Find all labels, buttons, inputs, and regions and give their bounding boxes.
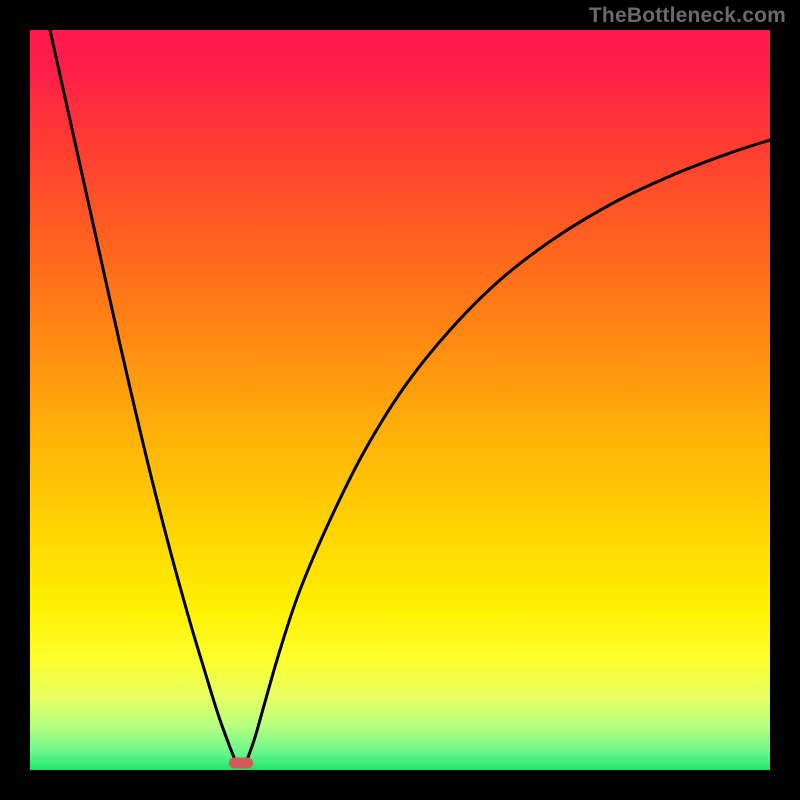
vertex-marker (229, 758, 253, 769)
plot-area (30, 30, 770, 770)
watermark-text: TheBottleneck.com (589, 4, 786, 28)
chart-frame: TheBottleneck.com (0, 0, 800, 800)
plot-svg (30, 30, 770, 770)
gradient-background (30, 30, 770, 770)
